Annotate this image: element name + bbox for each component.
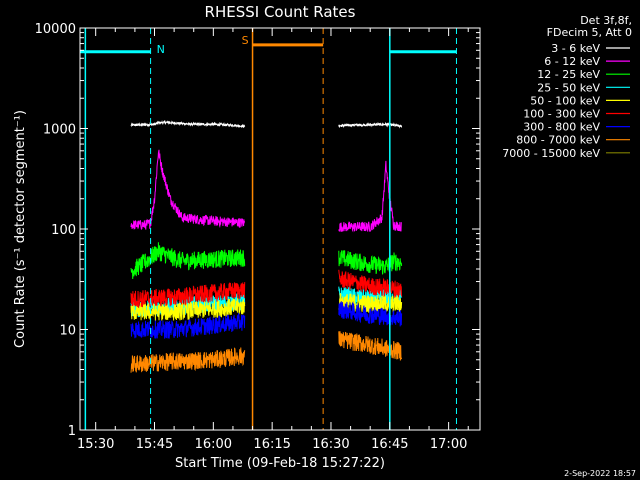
y-tick-label-4: 1000: [43, 123, 76, 138]
series-line-6-12-kev-2: [338, 160, 403, 233]
legend-entry-5: 50 - 100 keV: [530, 94, 600, 107]
chart-title: RHESSI Count Rates: [205, 3, 356, 21]
x-tick-label-4: 16:15: [253, 437, 290, 452]
x-tick-label-2: 15:45: [136, 437, 173, 452]
legend-entry-3: 12 - 25 keV: [537, 68, 600, 81]
legend-entry-6: 100 - 300 keV: [523, 108, 600, 121]
x-tick-label-7: 17:00: [430, 437, 467, 452]
y-tick-label-5: 10000: [35, 22, 76, 37]
series-line-300-800-kev-1: [130, 313, 246, 340]
legend-entry-9: 7000 - 15000 keV: [502, 147, 600, 160]
x-axis-label: Start Time (09-Feb-18 15:27:22): [175, 456, 385, 471]
legend-entry-1: 3 - 6 keV: [551, 42, 600, 55]
series-line-100-300-kev-2: [338, 269, 403, 298]
legend-entry-8: 800 - 7000 keV: [516, 134, 600, 147]
legend-entry-4: 25 - 50 keV: [537, 81, 600, 94]
legend-header-2: FDecim 5, Att 0: [547, 26, 632, 39]
y-axis-label: Count Rate (s⁻¹ detector segment⁻¹): [13, 110, 28, 348]
attenuator-label-n: N: [157, 43, 165, 56]
timestamp: 2-Sep-2022 18:57: [564, 469, 636, 478]
series-line-300-800-kev-2: [338, 301, 403, 327]
x-tick-label-6: 16:45: [371, 437, 408, 452]
series-line-6-12-kev-1: [130, 149, 246, 230]
series-line-12-25-kev-2: [338, 250, 403, 275]
x-tick-label-1: 15:30: [77, 437, 114, 452]
legend-entry-2: 6 - 12 keV: [544, 55, 600, 68]
y-tick-label-2: 10: [59, 324, 76, 339]
y-tick-label-3: 100: [51, 223, 76, 238]
series-line-3-6-kev-1: [130, 119, 246, 129]
series-line-800-7000-kev-1: [130, 347, 246, 373]
series-line-3-6-kev-2: [338, 121, 403, 129]
legend-entry-7: 300 - 800 keV: [523, 121, 600, 134]
series-line-50-100-kev-1: [130, 297, 246, 321]
y-tick-label-1: 1: [68, 424, 76, 439]
series-line-100-300-kev-1: [130, 282, 246, 308]
x-tick-label-5: 16:30: [312, 437, 349, 452]
series-line-800-7000-kev-2: [338, 331, 403, 361]
x-tick-label-3: 16:00: [195, 437, 232, 452]
attenuator-label-s: S: [242, 34, 249, 47]
legend-header-1: Det 3f,8f,: [580, 14, 632, 27]
series-line-12-25-kev-1: [130, 242, 246, 280]
